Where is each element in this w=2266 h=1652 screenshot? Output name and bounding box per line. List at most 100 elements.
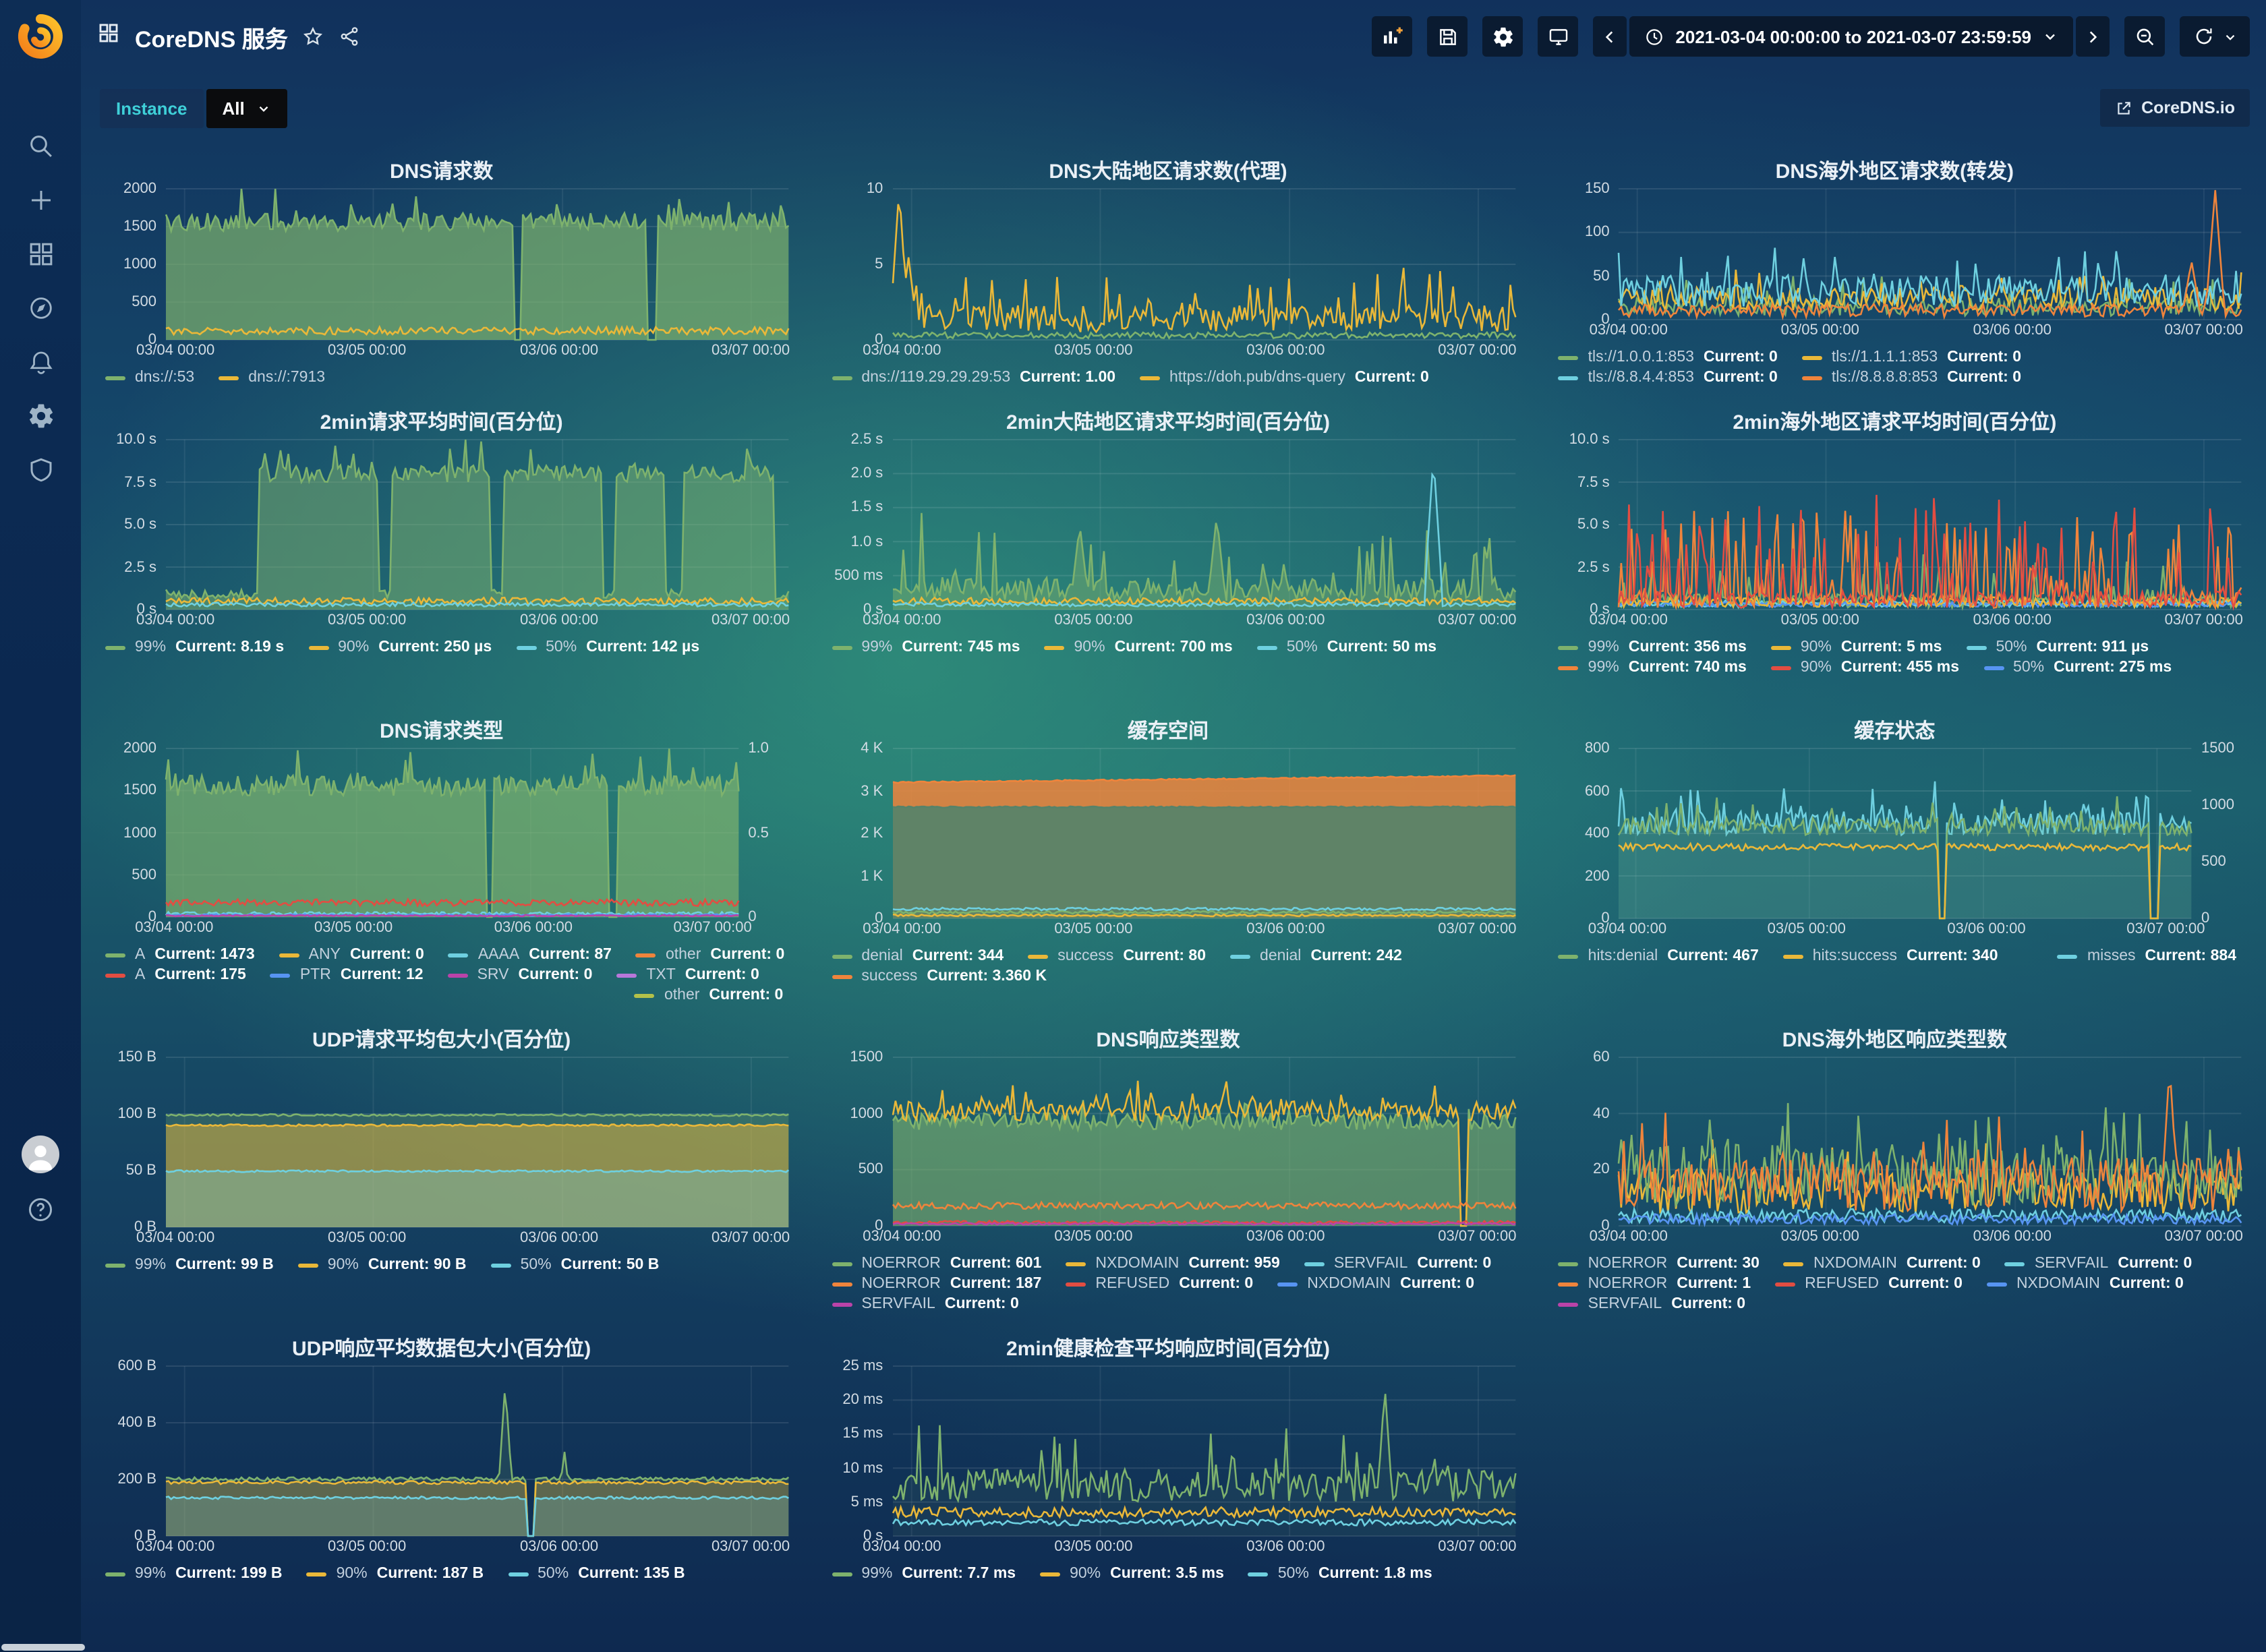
cycle-view-tv-icon[interactable]	[1538, 16, 1579, 57]
panel-title[interactable]: 缓存空间	[1127, 720, 1209, 743]
legend-item[interactable]: A Current: 1473	[105, 947, 255, 963]
legend-item[interactable]: success Current: 80	[1028, 948, 1206, 964]
legend-item[interactable]: 50% Current: 911 µs	[1966, 639, 2149, 655]
plot-cache-status[interactable]	[1619, 748, 2192, 918]
dashboard-settings-gear-icon[interactable]	[1482, 16, 1523, 57]
panel-title[interactable]: DNS大陆地区请求数(代理)	[1049, 160, 1287, 183]
time-range-forward-button[interactable]	[2076, 16, 2110, 57]
plot-dns-requests[interactable]	[166, 189, 788, 340]
legend-item[interactable]: ANY Current: 0	[279, 947, 424, 963]
dashboard-squares-icon[interactable]	[97, 22, 120, 51]
save-dashboard-button[interactable]	[1427, 16, 1468, 57]
panel-title[interactable]: 缓存状态	[1854, 720, 1936, 743]
dashboard-title[interactable]: CoreDNS 服务	[135, 26, 288, 52]
legend-item[interactable]: PTR Current: 12	[270, 967, 424, 983]
add-panel-button[interactable]	[1372, 16, 1413, 57]
legend-item[interactable]: other Current: 0	[634, 987, 783, 1003]
help-icon[interactable]	[26, 1195, 55, 1231]
legend-item[interactable]: 99% Current: 740 ms	[1558, 659, 1747, 676]
legend-item[interactable]: 99% Current: 745 ms	[832, 639, 1020, 655]
legend-item[interactable]: hits:success Current: 340	[1782, 948, 1998, 964]
search-icon[interactable]	[26, 132, 55, 160]
legend-item[interactable]: tls://1.0.0.1:853 Current: 0	[1558, 349, 1778, 365]
plot-cache-size[interactable]	[892, 748, 1515, 918]
panel-title[interactable]: UDP响应平均数据包大小(百分位)	[291, 1338, 591, 1361]
legend-item[interactable]: 50% Current: 275 ms	[1983, 659, 2172, 676]
legend-item[interactable]: 99% Current: 7.7 ms	[832, 1566, 1016, 1582]
legend-item[interactable]: 50% Current: 50 B	[490, 1257, 659, 1273]
panel-title[interactable]: DNS响应类型数	[1096, 1029, 1240, 1052]
user-avatar[interactable]	[22, 1135, 59, 1173]
legend-item[interactable]: 90% Current: 700 ms	[1044, 639, 1233, 655]
legend-item[interactable]: success Current: 3.360 K	[832, 968, 1047, 984]
legend-item[interactable]: NOERROR Current: 1	[1558, 1276, 1751, 1292]
share-icon[interactable]	[339, 26, 361, 47]
plot-overseas-dns-response-types[interactable]	[1619, 1057, 2242, 1226]
refresh-dashboard-button[interactable]	[2180, 16, 2250, 57]
panel-title[interactable]: 2min健康检查平均响应时间(百分位)	[1006, 1338, 1330, 1361]
plot-dns-mainland-requests-proxy[interactable]	[892, 189, 1515, 340]
legend-item[interactable]: tls://8.8.8.8:853 Current: 0	[1801, 370, 2021, 386]
legend-item[interactable]: 50% Current: 135 B	[508, 1566, 685, 1582]
legend-item[interactable]: 90% Current: 187 B	[306, 1566, 484, 1582]
legend-item[interactable]: 99% Current: 8.19 s	[105, 639, 284, 655]
plot-dns-overseas-requests-forward[interactable]	[1619, 189, 2242, 320]
legend-item[interactable]: 90% Current: 455 ms	[1770, 659, 1959, 676]
configuration-gear-icon[interactable]	[26, 402, 55, 430]
legend-item[interactable]: NOERROR Current: 187	[832, 1276, 1041, 1292]
plot-udp-response-avg-packet-size[interactable]	[166, 1366, 788, 1536]
legend-item[interactable]: A Current: 175	[105, 967, 246, 983]
legend-item[interactable]: NOERROR Current: 30	[1558, 1256, 1760, 1272]
horizontal-scrollbar[interactable]	[1, 1644, 85, 1651]
legend-item[interactable]: NXDOMAIN Current: 0	[1783, 1256, 1981, 1272]
dashboards-icon[interactable]	[26, 240, 55, 268]
legend-item[interactable]: NXDOMAIN Current: 0	[1277, 1276, 1474, 1292]
favorite-star-icon[interactable]	[303, 26, 324, 47]
legend-item[interactable]: denial Current: 242	[1230, 948, 1402, 964]
time-range-picker[interactable]: 2021-03-04 00:00:00 to 2021-03-07 23:59:…	[1629, 16, 2073, 57]
legend-item[interactable]: tls://1.1.1.1:853 Current: 0	[1801, 349, 2021, 365]
panel-title[interactable]: DNS请求类型	[379, 720, 504, 743]
legend-item[interactable]: misses Current: 884	[2057, 948, 2236, 964]
plot-dns-request-types[interactable]	[166, 748, 738, 917]
panel-title[interactable]: DNS请求数	[389, 160, 494, 183]
legend-item[interactable]: 50% Current: 142 µs	[516, 639, 699, 655]
plot-health-check-avg-response-time-2min[interactable]	[892, 1366, 1515, 1536]
panel-title[interactable]: 2min大陆地区请求平均时间(百分位)	[1006, 411, 1330, 434]
legend-item[interactable]: NXDOMAIN Current: 0	[1986, 1276, 2184, 1292]
legend-item[interactable]: SERVFAIL Current: 0	[1558, 1296, 1745, 1312]
legend-item[interactable]: dns://119.29.29.29:53 Current: 1.00	[832, 370, 1115, 386]
plot-dns-response-types[interactable]	[892, 1057, 1515, 1226]
legend-item[interactable]: 50% Current: 1.8 ms	[1248, 1566, 1432, 1582]
legend-item[interactable]: denial Current: 344	[832, 948, 1004, 964]
legend-item[interactable]: 99% Current: 356 ms	[1558, 639, 1747, 655]
legend-item[interactable]: https://doh.pub/dns-query Current: 0	[1140, 370, 1429, 386]
explore-compass-icon[interactable]	[26, 294, 55, 322]
legend-item[interactable]: NOERROR Current: 601	[832, 1256, 1041, 1272]
legend-item[interactable]: 90% Current: 250 µs	[308, 639, 492, 655]
legend-item[interactable]: TXT Current: 0	[616, 967, 759, 983]
legend-item[interactable]: REFUSED Current: 0	[1066, 1276, 1253, 1292]
legend-item[interactable]: NXDOMAIN Current: 959	[1066, 1256, 1280, 1272]
legend-item[interactable]: REFUSED Current: 0	[1775, 1276, 1963, 1292]
legend-item[interactable]: SERVFAIL Current: 0	[1304, 1256, 1491, 1272]
zoom-out-time-button[interactable]	[2124, 16, 2165, 57]
legend-item[interactable]: dns://:53	[105, 370, 194, 386]
server-admin-shield-icon[interactable]	[26, 456, 55, 484]
panel-title[interactable]: DNS海外地区请求数(转发)	[1775, 160, 2014, 183]
legend-item[interactable]: 99% Current: 199 B	[105, 1566, 283, 1582]
legend-item[interactable]: SRV Current: 0	[447, 967, 592, 983]
legend-item[interactable]: other Current: 0	[635, 947, 784, 963]
plot-overseas-request-avg-time-2min[interactable]	[1619, 440, 2242, 610]
panel-title[interactable]: 2min海外地区请求平均时间(百分位)	[1733, 411, 2057, 434]
panel-title[interactable]: DNS海外地区响应类型数	[1782, 1029, 2007, 1052]
legend-item[interactable]: 90% Current: 3.5 ms	[1040, 1566, 1224, 1582]
legend-item[interactable]: AAAA Current: 87	[448, 947, 612, 963]
legend-item[interactable]: tls://8.8.4.4:853 Current: 0	[1558, 370, 1778, 386]
plot-mainland-request-avg-time-2min[interactable]	[892, 440, 1515, 610]
time-range-back-button[interactable]	[1593, 16, 1627, 57]
plot-request-avg-time-2min[interactable]	[166, 440, 788, 610]
legend-item[interactable]: SERVFAIL Current: 0	[2004, 1256, 2192, 1272]
plot-udp-request-avg-packet-size[interactable]	[166, 1057, 788, 1227]
external-dashboard-link[interactable]: CoreDNS.io	[2099, 89, 2250, 127]
